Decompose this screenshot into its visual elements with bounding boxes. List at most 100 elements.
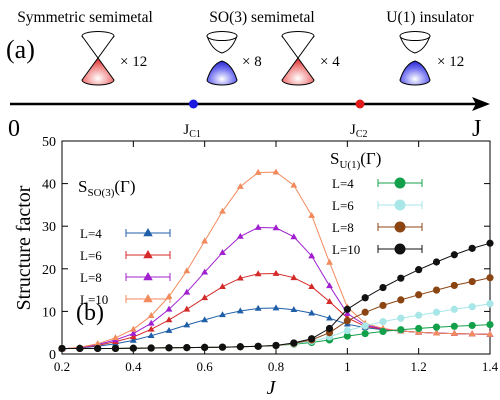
u1-data-point: [486, 239, 494, 247]
u1-data-point: [272, 341, 280, 350]
u1-series-l8: [58, 274, 494, 353]
u1-data-point: [343, 326, 351, 335]
so3-data-point: [308, 283, 316, 290]
legend-so3-title: SSO(3)(Γ): [78, 177, 136, 199]
so3-series-line: [61, 272, 491, 350]
legend-entry-marker: [394, 243, 406, 255]
so3-data-point: [165, 316, 173, 323]
so3-data-point: [308, 252, 316, 259]
so3-data-point: [183, 321, 191, 328]
so3-data-point: [290, 181, 298, 188]
u1-data-point: [94, 344, 102, 353]
so3-series-l6: [58, 269, 494, 352]
y-tick-label: 30: [42, 220, 56, 235]
phase-axis-arrow-icon: [472, 97, 490, 111]
critical-point-c1: JC1: [183, 99, 201, 140]
u1-data-point: [468, 303, 476, 311]
u1-data-point: [397, 296, 405, 304]
x-tick-label: 0.8: [268, 359, 284, 374]
u1-data-point: [343, 332, 351, 340]
critical-point-c2-marker: [355, 99, 365, 109]
so3-data-point: [272, 304, 280, 311]
so3-data-point: [183, 305, 191, 312]
so3-data-point: [486, 330, 494, 337]
u1-data-point: [236, 343, 244, 351]
u1-data-point: [397, 326, 405, 334]
so3-data-point: [94, 340, 102, 347]
so3-data-point: [343, 309, 351, 316]
u1-data-point: [468, 244, 476, 252]
u1-data-point: [432, 286, 441, 294]
u1-data-point: [218, 343, 227, 351]
u1-data-point: [254, 342, 262, 350]
u1-data-point: [58, 344, 66, 353]
so3-data-point: [254, 223, 262, 230]
y-tick-label: 10: [42, 305, 56, 320]
phase-name-u1-insulator: U(1) insulator: [386, 9, 474, 26]
u1-data-point: [397, 314, 405, 322]
u1-data-point: [450, 305, 458, 313]
so3-data-point: [219, 311, 226, 318]
dirac-cone-icon: [81, 31, 115, 86]
u1-data-point: [415, 266, 423, 274]
so3-data-point: [290, 306, 298, 313]
u1-data-point: [468, 321, 476, 330]
so3-data-point: [236, 232, 244, 239]
critical-point-c1-label: JC1: [183, 122, 201, 140]
so3-data-point: [326, 314, 333, 321]
u1-data-point: [76, 344, 84, 353]
u1-data-point: [379, 327, 387, 336]
gapped-cone-icon: [206, 31, 238, 86]
u1-data-point: [415, 324, 423, 333]
u1-data-point: [147, 344, 155, 352]
phase-count-so3-gapped: × 8: [242, 54, 262, 70]
legend-entry-label: L=6: [332, 198, 354, 213]
legend-entry-marker: [143, 272, 153, 281]
so3-data-point: [165, 292, 173, 299]
legend-so3-entries: L=4 L=6 L=8 L=10: [80, 226, 171, 307]
x-tick-label: 1.4: [482, 359, 499, 374]
u1-data-point: [165, 344, 173, 352]
legend-u1-entries: L=4 L=6 L=8 L=10: [332, 176, 423, 257]
legend-entry-label: L=8: [332, 220, 354, 235]
legend-entry-label: L=10: [80, 292, 108, 307]
dirac-cone-icon: [281, 31, 315, 86]
so3-data-point: [129, 336, 137, 343]
y-axis-label: Structure factor: [13, 185, 35, 310]
so3-data-point: [201, 237, 209, 244]
u1-data-point: [397, 274, 405, 282]
phase-name-symmetric-semimetal: Symmetric semimetal: [17, 9, 153, 26]
u1-data-point: [450, 281, 458, 290]
so3-data-point: [183, 288, 191, 295]
x-tick-label: 0.4: [125, 359, 142, 374]
so3-data-point: [272, 168, 280, 175]
so3-data-point: [147, 312, 155, 318]
phase-axis-end-label: J: [472, 116, 481, 142]
u1-data-point: [415, 291, 423, 299]
critical-point-c2: JC2: [350, 99, 368, 140]
y-ticks: 0 10 20 30 40 50: [42, 135, 490, 363]
u1-data-point: [432, 258, 441, 266]
so3-data-point: [450, 329, 458, 336]
so3-data-point: [254, 168, 262, 175]
so3-data-point: [147, 332, 155, 339]
u1-data-point: [486, 274, 494, 282]
so3-data-point: [254, 270, 262, 277]
u1-data-point: [201, 343, 209, 351]
u1-series-l10: [58, 239, 494, 353]
legend-entry-label: L=4: [332, 176, 354, 191]
u1-data-point: [415, 311, 423, 319]
so3-data-point: [308, 309, 316, 316]
phase-count-so3-dirac: × 4: [320, 54, 340, 70]
u1-data-point: [379, 283, 387, 292]
so3-data-point: [236, 182, 244, 189]
x-tick-label: 0.2: [54, 359, 70, 374]
u1-data-point: [361, 329, 369, 338]
u1-data-point: [325, 324, 334, 333]
phase-name-so3-semimetal: SO(3) semimetal: [209, 9, 314, 26]
phase-count-symmetric: × 12: [120, 54, 147, 70]
critical-point-c2-label: JC2: [350, 122, 368, 140]
u1-data-point: [111, 344, 120, 353]
legend-so3: SSO(3)(Γ) L=4 L=6 L=8 L=10: [78, 177, 171, 307]
so3-data-point: [236, 307, 244, 314]
